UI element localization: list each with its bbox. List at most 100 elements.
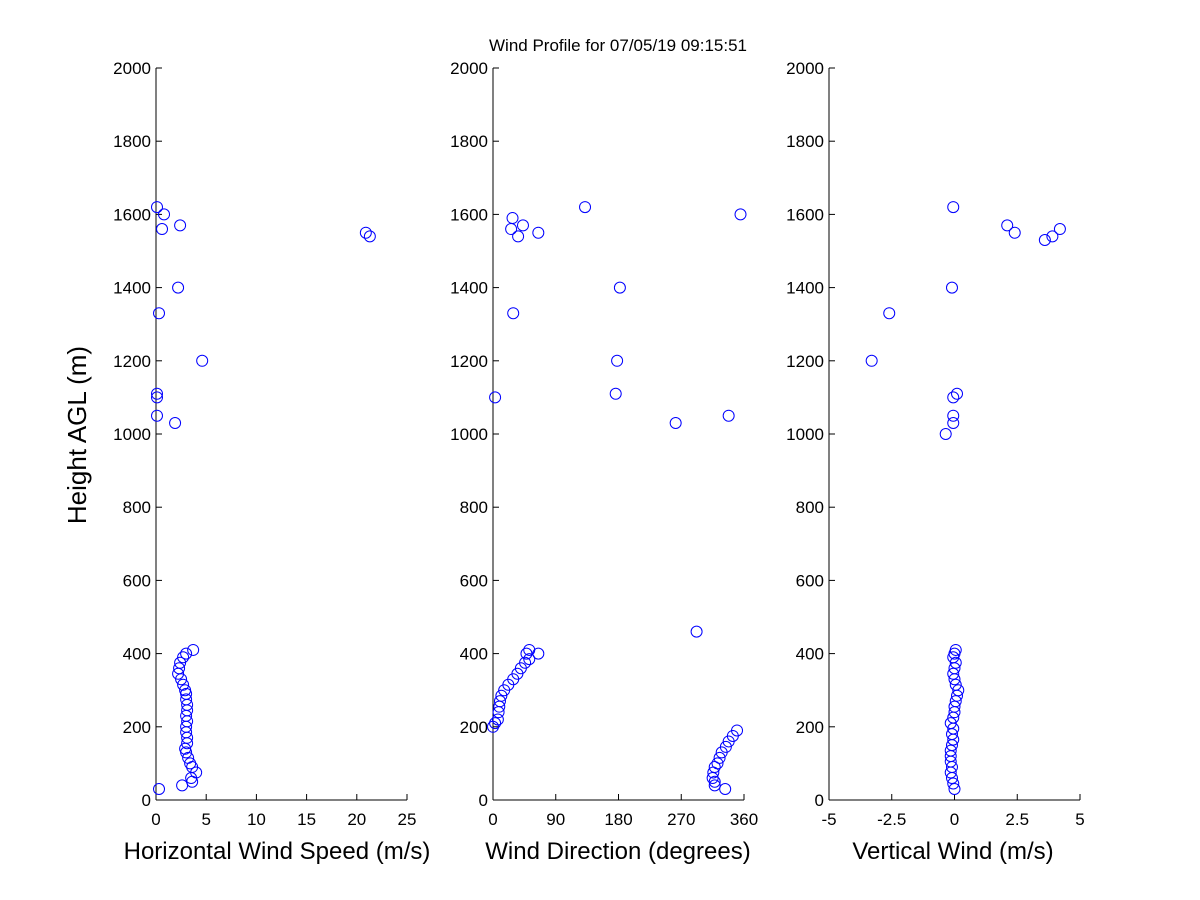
y-tick-label: 1000 xyxy=(786,425,824,444)
data-point-vertical xyxy=(947,409,960,422)
data-point-speed xyxy=(182,751,195,764)
data-point-vertical xyxy=(865,354,878,367)
data-point-vertical xyxy=(947,417,960,430)
data-point-speed xyxy=(180,693,193,706)
data-point-direction xyxy=(609,387,622,400)
y-tick-label: 200 xyxy=(460,718,488,737)
x-tick-label: -2.5 xyxy=(877,810,906,829)
data-point-direction xyxy=(722,409,735,422)
x-axis-label-speed: Horizontal Wind Speed (m/s) xyxy=(124,838,431,865)
data-point-vertical xyxy=(947,391,960,404)
x-tick-label: 0 xyxy=(151,810,160,829)
x-tick-label: 25 xyxy=(398,810,417,829)
x-tick-label: 0 xyxy=(950,810,959,829)
y-axis-label: Height AGL (m) xyxy=(62,346,92,524)
data-point-direction xyxy=(489,391,502,404)
x-tick-label: -5 xyxy=(821,810,836,829)
data-point-vertical xyxy=(1046,230,1059,243)
y-tick-label: 400 xyxy=(796,645,824,664)
x-tick-label: 2.5 xyxy=(1005,810,1029,829)
x-tick-label: 0 xyxy=(488,810,497,829)
data-point-direction xyxy=(516,219,529,232)
y-tick-label: 1800 xyxy=(113,132,151,151)
data-point-direction xyxy=(495,689,508,702)
data-point-direction xyxy=(523,653,536,666)
data-point-direction xyxy=(506,212,519,225)
data-point-direction xyxy=(520,647,533,660)
data-point-speed xyxy=(153,307,166,320)
data-point-speed xyxy=(174,219,187,232)
data-point-speed xyxy=(177,678,190,691)
y-tick-label: 1400 xyxy=(450,279,488,298)
y-tick-label: 0 xyxy=(479,791,488,810)
data-point-speed xyxy=(174,656,187,669)
y-tick-label: 1400 xyxy=(113,279,151,298)
y-tick-label: 800 xyxy=(796,498,824,517)
data-point-direction xyxy=(532,226,545,239)
data-point-direction xyxy=(669,417,682,430)
subplot-vertical: 0 200 400 600 800 1000 1200 1400 1600 1800 2000 -5 -… xyxy=(786,59,1085,865)
data-point-direction xyxy=(711,757,724,770)
data-point-speed xyxy=(359,226,372,239)
x-tick-label: 180 xyxy=(604,810,632,829)
y-tick-label: 1000 xyxy=(450,425,488,444)
data-point-speed xyxy=(173,662,186,675)
data-point-speed xyxy=(172,281,185,294)
y-tick-label: 400 xyxy=(123,645,151,664)
data-point-speed xyxy=(184,757,197,770)
data-point-direction xyxy=(512,230,525,243)
y-tick-label: 0 xyxy=(142,791,151,810)
y-tick-label: 800 xyxy=(460,498,488,517)
data-point-speed xyxy=(151,201,164,214)
data-point-direction xyxy=(523,643,536,656)
y-tick-label: 200 xyxy=(123,718,151,737)
data-point-vertical xyxy=(1008,226,1021,239)
data-point-speed xyxy=(187,643,200,656)
subplot-direction: 0 200 400 600 800 1000 1200 1400 1600 1800 2000 0 90… xyxy=(450,59,758,865)
data-point-direction xyxy=(719,740,732,753)
y-tick-label: 600 xyxy=(460,571,488,590)
y-tick-label: 1000 xyxy=(113,425,151,444)
data-point-speed xyxy=(151,409,164,422)
data-point-vertical xyxy=(948,783,961,796)
y-tick-label: 1600 xyxy=(113,205,151,224)
data-point-direction xyxy=(613,281,626,294)
data-point-vertical xyxy=(947,201,960,214)
y-tick-label: 2000 xyxy=(450,59,488,78)
y-tick-label: 1200 xyxy=(786,352,824,371)
data-point-speed xyxy=(153,783,166,796)
y-tick-label: 1200 xyxy=(450,352,488,371)
data-point-vertical xyxy=(948,700,961,713)
x-tick-label: 270 xyxy=(667,810,695,829)
data-point-speed xyxy=(179,684,192,697)
x-tick-label: 15 xyxy=(297,810,316,829)
y-tick-label: 400 xyxy=(460,645,488,664)
data-point-speed xyxy=(156,223,169,236)
x-tick-label: 10 xyxy=(247,810,266,829)
data-point-vertical xyxy=(945,281,958,294)
y-tick-label: 1800 xyxy=(786,132,824,151)
data-point-speed xyxy=(151,387,164,400)
data-point-direction xyxy=(690,625,703,638)
x-axis-label-direction: Wind Direction (degrees) xyxy=(485,838,750,865)
y-tick-label: 1400 xyxy=(786,279,824,298)
data-point-direction xyxy=(519,656,532,669)
data-point-vertical xyxy=(944,744,957,757)
y-tick-label: 2000 xyxy=(786,59,824,78)
y-tick-label: 1600 xyxy=(450,205,488,224)
y-tick-label: 1800 xyxy=(450,132,488,151)
data-point-vertical xyxy=(939,428,952,440)
data-point-vertical xyxy=(952,684,965,697)
data-point-speed xyxy=(196,354,209,367)
data-point-direction xyxy=(493,695,506,708)
data-point-direction xyxy=(719,783,732,796)
data-point-speed xyxy=(151,391,164,404)
data-point-direction xyxy=(611,354,624,367)
y-tick-label: 600 xyxy=(123,571,151,590)
data-point-speed xyxy=(169,417,182,430)
y-tick-label: 1200 xyxy=(113,352,151,371)
y-tick-label: 0 xyxy=(815,791,824,810)
data-point-direction xyxy=(708,779,721,792)
